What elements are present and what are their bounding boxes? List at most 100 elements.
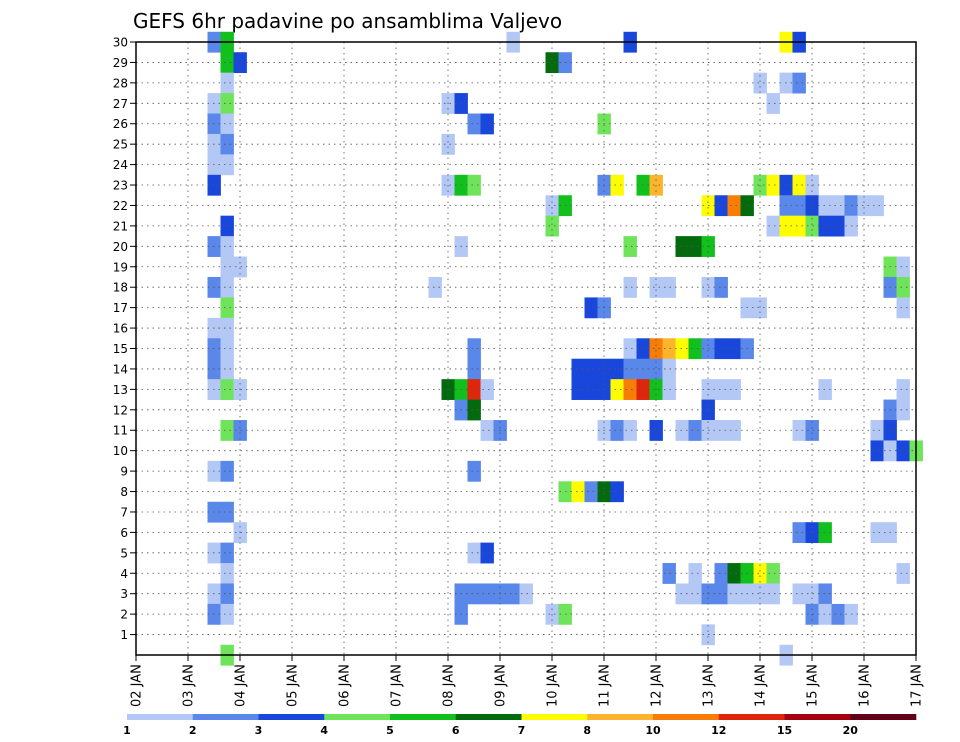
heatmap-cell (649, 276, 663, 298)
heatmap-cell (220, 52, 234, 74)
y-tick-label: 16 (113, 322, 128, 336)
heatmap-cell (584, 481, 598, 503)
heatmap-cell (766, 583, 780, 605)
heatmap-cell (727, 420, 741, 441)
heatmap-cell (714, 195, 728, 217)
heatmap-cell (610, 379, 624, 400)
heatmap-cell (623, 358, 637, 380)
heatmap-cell (220, 501, 234, 523)
heatmap-cell (220, 256, 234, 278)
y-tick-label: 5 (120, 546, 128, 560)
heatmap-cell (584, 358, 598, 380)
heatmap-cell (714, 276, 728, 298)
y-tick-label: 6 (120, 526, 128, 540)
heatmap-cell (792, 195, 806, 217)
x-axis-ticks: 02 JAN 03 JAN 04 JAN 05 JAN 06 JAN 07 JAN 08 J… (130, 655, 925, 707)
y-tick-label: 4 (120, 567, 128, 581)
heatmap-cell (766, 174, 780, 196)
heatmap-cell (714, 563, 728, 584)
chart-title: GEFS 6hr padavine po ansamblima Valjevo (133, 9, 562, 33)
x-tick-label: 11 JAN (598, 664, 613, 707)
heatmap-cell (896, 563, 910, 584)
colorbar-swatch (324, 714, 391, 720)
heatmap-cell (220, 276, 234, 298)
heatmap-cell (220, 317, 234, 339)
heatmap-cell (831, 195, 845, 217)
y-tick-label: 1 (120, 628, 128, 642)
x-tick-label: 13 JAN (702, 664, 717, 707)
heatmap-cell (766, 93, 780, 114)
y-tick-label: 12 (113, 403, 128, 417)
heatmap-cell (428, 276, 442, 298)
colorbar-label: 15 (777, 724, 792, 737)
heatmap-cell (870, 440, 884, 462)
colorbar-swatch (653, 714, 720, 720)
y-tick-label: 2 (120, 608, 128, 622)
heatmap-cell (727, 195, 741, 217)
heatmap-cell (792, 522, 806, 544)
colorbar-label: 3 (255, 724, 263, 737)
heatmap-cell (727, 563, 741, 584)
heatmap-cell (753, 563, 767, 584)
y-tick-label: 30 (113, 36, 128, 50)
heatmap-cell (727, 379, 741, 400)
y-tick-label: 26 (113, 117, 128, 131)
heatmap-cell (220, 358, 234, 380)
heatmap-cell (220, 154, 234, 176)
heatmap-cell (467, 460, 481, 482)
colorbar-swatch (587, 714, 654, 720)
heatmap-cell (610, 358, 624, 380)
y-tick-label: 19 (113, 260, 128, 274)
colorbar-swatch (258, 714, 325, 720)
heatmap-cell (610, 174, 624, 196)
x-tick-label: 08 JAN (442, 664, 457, 707)
heatmap-cell (467, 174, 481, 196)
x-tick-label: 10 JAN (546, 664, 561, 707)
heatmap-cell (714, 420, 728, 441)
heatmap-cell (688, 420, 702, 441)
x-tick-label: 12 JAN (650, 664, 665, 707)
heatmap-cell (792, 72, 806, 94)
heatmap-cell (623, 236, 637, 257)
y-tick-label: 7 (120, 505, 128, 519)
heatmap-cell (623, 338, 637, 360)
colorbar-swatch (718, 714, 785, 720)
y-tick-label: 18 (113, 281, 128, 295)
heatmap-cell (220, 133, 234, 155)
heatmap-cell (818, 603, 832, 625)
heatmap-cell (571, 379, 585, 400)
heatmap-cell (623, 420, 637, 441)
y-tick-label: 21 (113, 219, 128, 233)
heatmap-cell (649, 358, 663, 380)
heatmap-cell (792, 215, 806, 237)
heatmap-cell (610, 420, 624, 441)
heatmap-cell (805, 215, 819, 237)
heatmap-cell (649, 338, 663, 360)
heatmap-cell (233, 52, 247, 74)
heatmap-cell (870, 195, 884, 217)
heatmap-cell (467, 542, 481, 564)
heatmap-cell (467, 583, 481, 605)
y-tick-label: 13 (113, 383, 128, 397)
heatmap-cell (467, 379, 481, 400)
colorbar-label: 6 (452, 724, 460, 737)
heatmap-cell (467, 399, 481, 421)
heatmap-cell (610, 481, 624, 503)
heatmap-cell (220, 583, 234, 605)
heatmap-cell (831, 603, 845, 625)
colorbar-label: 1 (123, 724, 131, 737)
heatmap-cell (792, 583, 806, 605)
heatmap-cell (220, 72, 234, 94)
colorbar-label: 8 (583, 724, 591, 737)
heatmap-cell (857, 195, 871, 217)
heatmap-cell (584, 379, 598, 400)
y-tick-label: 23 (113, 179, 128, 193)
colorbar-swatch (521, 714, 588, 720)
heatmap-cell (220, 93, 234, 114)
heatmap-cell (714, 379, 728, 400)
heatmap-cell (545, 195, 559, 217)
heatmap-cell (818, 583, 832, 605)
heatmap-cell (220, 603, 234, 625)
heatmap-cell (753, 72, 767, 94)
